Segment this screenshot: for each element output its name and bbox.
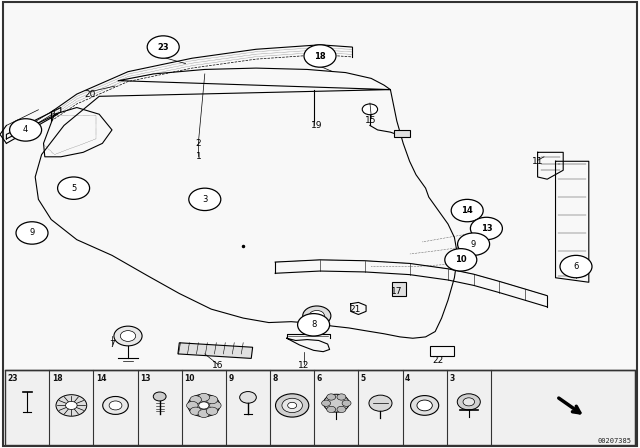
Text: 3: 3 — [202, 195, 207, 204]
Text: 6: 6 — [317, 374, 322, 383]
Circle shape — [410, 396, 439, 415]
Circle shape — [470, 217, 502, 240]
Circle shape — [288, 402, 297, 409]
Circle shape — [282, 398, 303, 413]
Circle shape — [309, 310, 324, 321]
Text: 14: 14 — [461, 206, 473, 215]
Circle shape — [198, 402, 209, 409]
Circle shape — [102, 396, 128, 414]
Circle shape — [362, 104, 378, 115]
Text: 4: 4 — [405, 374, 410, 383]
Text: 9: 9 — [228, 374, 234, 383]
Circle shape — [109, 401, 122, 410]
Text: 23: 23 — [8, 374, 18, 383]
Text: 19: 19 — [311, 121, 323, 130]
Circle shape — [114, 326, 142, 346]
Circle shape — [458, 233, 490, 255]
Circle shape — [206, 396, 218, 404]
Circle shape — [303, 306, 331, 326]
Text: 11: 11 — [532, 157, 543, 166]
Text: 17: 17 — [391, 287, 403, 296]
Text: 13: 13 — [481, 224, 492, 233]
Circle shape — [417, 400, 433, 411]
Text: 10: 10 — [455, 255, 467, 264]
Circle shape — [451, 199, 483, 222]
Circle shape — [324, 394, 349, 412]
Bar — [394, 130, 410, 137]
Text: 1: 1 — [196, 152, 201, 161]
Circle shape — [298, 314, 330, 336]
Text: 18: 18 — [52, 374, 63, 383]
Text: 2: 2 — [196, 139, 201, 148]
Text: 18: 18 — [314, 52, 326, 60]
Text: 00207385: 00207385 — [598, 438, 632, 444]
Text: 12: 12 — [298, 361, 310, 370]
Bar — [392, 282, 406, 296]
Circle shape — [276, 394, 309, 417]
Circle shape — [327, 394, 336, 400]
Circle shape — [304, 45, 336, 67]
Circle shape — [239, 392, 256, 403]
Circle shape — [327, 406, 336, 413]
Circle shape — [210, 401, 221, 409]
Text: 22: 22 — [433, 356, 444, 365]
Circle shape — [190, 407, 202, 415]
Circle shape — [342, 400, 351, 406]
Text: 15: 15 — [365, 116, 377, 125]
Text: 23: 23 — [157, 43, 169, 52]
Circle shape — [198, 409, 210, 418]
Text: 9: 9 — [29, 228, 35, 237]
Text: 7: 7 — [109, 340, 115, 349]
Circle shape — [147, 36, 179, 58]
Text: 20: 20 — [84, 90, 95, 99]
Text: 3: 3 — [449, 374, 454, 383]
Circle shape — [457, 394, 480, 410]
Circle shape — [463, 398, 474, 406]
Text: 8: 8 — [273, 374, 278, 383]
Circle shape — [10, 119, 42, 141]
Text: 13: 13 — [140, 374, 150, 383]
Circle shape — [56, 395, 86, 416]
Text: 5: 5 — [361, 374, 366, 383]
Text: 10: 10 — [184, 374, 195, 383]
Circle shape — [154, 392, 166, 401]
Text: 21: 21 — [349, 305, 361, 314]
Circle shape — [206, 407, 218, 415]
Circle shape — [198, 393, 210, 401]
Bar — [430, 346, 454, 356]
Text: 8: 8 — [311, 320, 316, 329]
Text: 14: 14 — [96, 374, 106, 383]
Bar — [178, 343, 253, 358]
Circle shape — [337, 406, 346, 413]
Circle shape — [369, 395, 392, 411]
Circle shape — [337, 394, 346, 400]
Text: 9: 9 — [471, 240, 476, 249]
Text: 6: 6 — [573, 262, 579, 271]
Circle shape — [65, 401, 77, 409]
Circle shape — [188, 394, 220, 417]
Circle shape — [445, 249, 477, 271]
Circle shape — [58, 177, 90, 199]
Circle shape — [322, 400, 331, 406]
Text: 4: 4 — [23, 125, 28, 134]
Circle shape — [190, 396, 202, 404]
Bar — [5, 370, 635, 445]
Circle shape — [120, 331, 136, 341]
Circle shape — [189, 188, 221, 211]
Circle shape — [187, 401, 198, 409]
Circle shape — [16, 222, 48, 244]
Text: 5: 5 — [71, 184, 76, 193]
Text: 16: 16 — [212, 361, 223, 370]
Circle shape — [560, 255, 592, 278]
